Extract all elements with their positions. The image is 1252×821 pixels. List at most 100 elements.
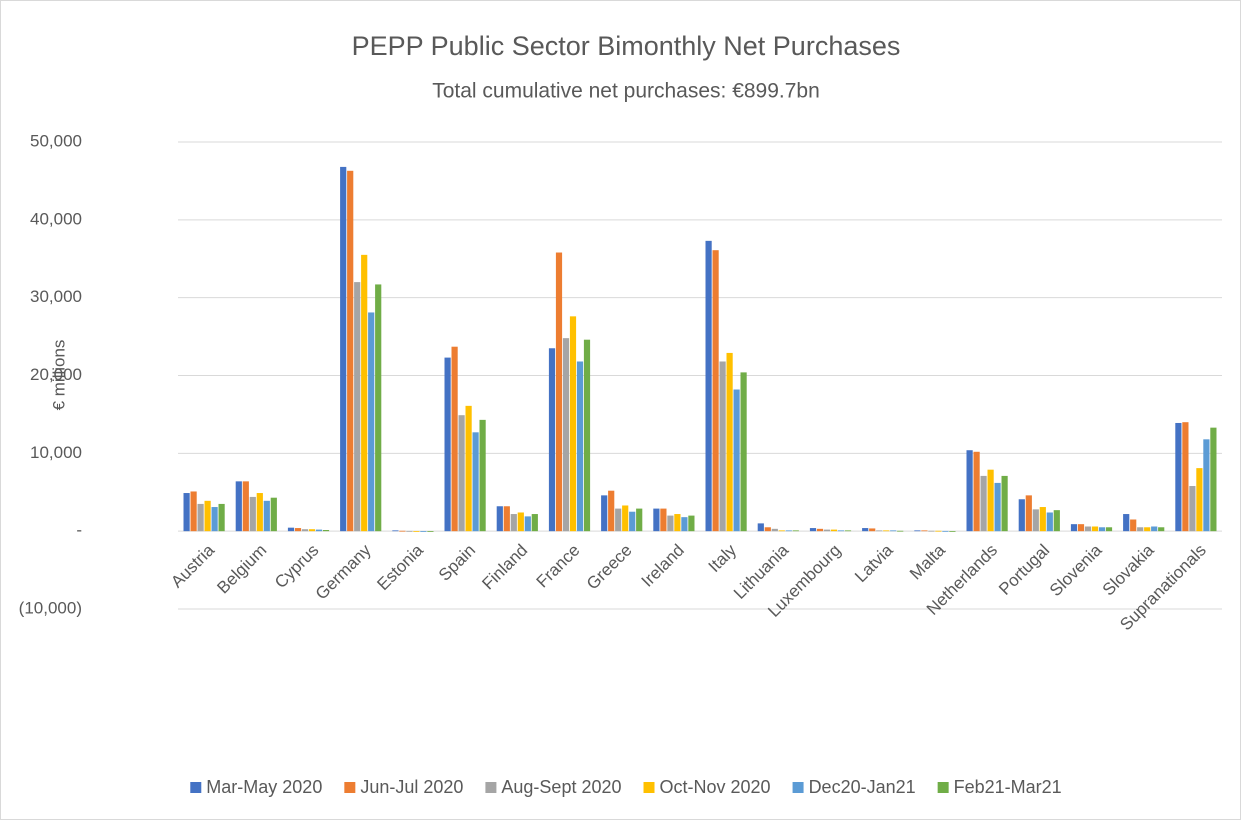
bar [308, 529, 316, 532]
bar [1189, 486, 1196, 532]
bar [399, 530, 406, 532]
bar [1137, 527, 1144, 532]
bar [1151, 526, 1158, 532]
bar [771, 528, 778, 532]
y-tick-label: 30,000 [30, 287, 82, 306]
bar [361, 254, 368, 532]
bar [1196, 468, 1203, 532]
bar [235, 481, 242, 532]
bar [1210, 427, 1217, 532]
y-tick-label: (10,000) [19, 598, 82, 617]
bar [479, 419, 486, 532]
y-tick-label: 10,000 [30, 443, 82, 462]
chart-subtitle: Total cumulative net purchases: €899.7bn [432, 80, 820, 103]
bar [653, 508, 660, 532]
bar [667, 515, 674, 532]
bar [562, 338, 570, 532]
y-tick-label: 20,000 [30, 365, 82, 384]
bar [942, 530, 949, 532]
bar [778, 530, 785, 532]
bar [809, 528, 817, 532]
bar [420, 531, 427, 532]
bar [548, 348, 556, 532]
bar [256, 493, 263, 532]
bar [674, 514, 681, 532]
bar [792, 530, 799, 532]
legend-label: Jun-Jul 2020 [360, 777, 463, 797]
bar [921, 530, 928, 532]
bar [375, 284, 382, 532]
bar [935, 530, 942, 532]
bar [785, 530, 792, 532]
bar [615, 508, 622, 532]
bar [830, 529, 838, 532]
bar [392, 530, 399, 532]
bar [764, 527, 771, 532]
bar [883, 530, 890, 532]
legend-label: Dec20-Jan21 [809, 777, 916, 797]
bar [444, 357, 451, 532]
bar [190, 491, 197, 532]
bar [608, 490, 615, 532]
bar [1091, 526, 1099, 532]
bar [427, 531, 434, 532]
bar [406, 530, 413, 532]
legend-label: Feb21-Mar21 [954, 777, 1062, 797]
bar [660, 508, 667, 532]
bar [823, 529, 831, 532]
bar [1046, 512, 1053, 532]
bar [949, 531, 956, 532]
bar [1084, 526, 1092, 532]
bar [583, 339, 591, 532]
bar [322, 529, 330, 532]
legend-label: Mar-May 2020 [206, 777, 322, 797]
bar [897, 530, 904, 532]
bar [503, 506, 510, 532]
bar [287, 527, 295, 532]
bar [576, 361, 584, 532]
bar [1098, 527, 1106, 532]
bar [465, 405, 472, 532]
bar [890, 530, 897, 532]
bar [263, 500, 270, 532]
bar [218, 503, 225, 532]
bar [1001, 475, 1008, 532]
bar [270, 497, 277, 532]
bar [1077, 524, 1085, 532]
bar [1032, 509, 1039, 532]
bar [757, 523, 764, 532]
bar [733, 389, 740, 532]
bar [1123, 514, 1130, 532]
bar [1053, 510, 1060, 532]
bar [211, 507, 218, 532]
y-tick-label: 40,000 [30, 209, 82, 228]
bar [636, 508, 643, 532]
bar [994, 482, 1001, 532]
bar [980, 475, 987, 532]
bar [601, 495, 608, 532]
y-tick-label: - [76, 521, 82, 540]
bar [876, 530, 883, 532]
bar [837, 530, 845, 532]
legend-swatch [190, 782, 202, 793]
bar [517, 512, 524, 532]
bar [347, 170, 354, 532]
bar [197, 503, 204, 532]
bar [1203, 439, 1210, 532]
y-tick-label: 50,000 [30, 131, 82, 150]
bar [816, 528, 824, 532]
bar [368, 312, 375, 532]
bar [555, 252, 563, 532]
y-axis-label: € millions [49, 340, 68, 411]
chart-title: PEPP Public Sector Bimonthly Net Purchas… [352, 31, 901, 61]
bar [354, 282, 361, 532]
bar [928, 530, 935, 532]
bar [844, 530, 852, 532]
bar [1025, 495, 1032, 532]
bar [1039, 507, 1046, 532]
bar [719, 361, 726, 532]
bar [629, 511, 636, 532]
bar [472, 432, 479, 532]
bar [183, 493, 190, 532]
bar [315, 529, 323, 532]
